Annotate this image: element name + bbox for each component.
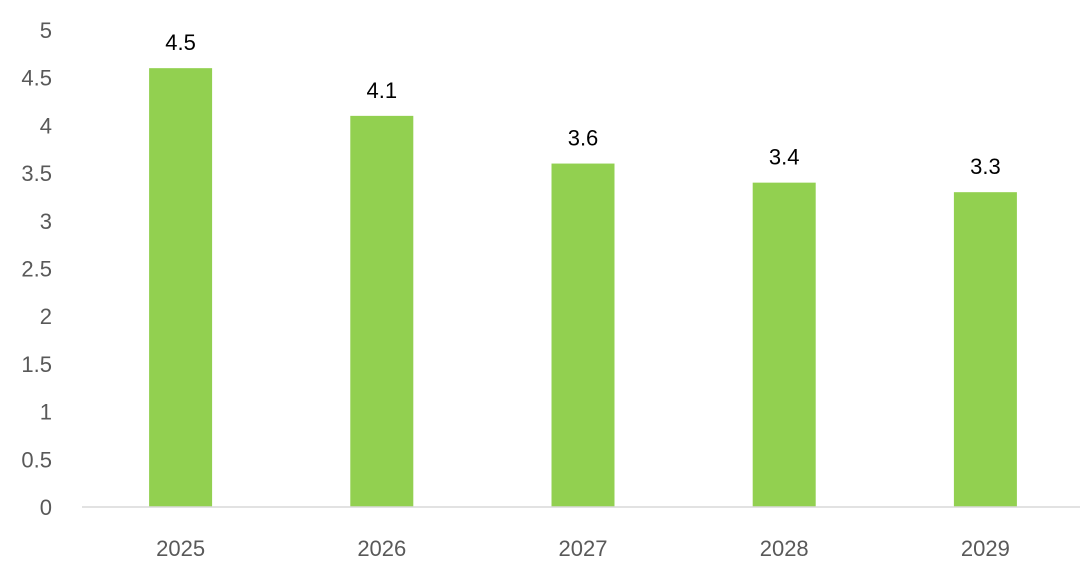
data-labels: 4.5 4.1 3.6 3.4 3.3: [165, 30, 1000, 179]
bar-2028: [752, 182, 816, 507]
bar-2029: [953, 192, 1017, 507]
y-tick-label: 2: [40, 304, 52, 329]
x-tick-label-2027: 2027: [559, 536, 608, 561]
x-axis-tick-labels: 2025 2026 2027 2028 2029: [156, 536, 1010, 561]
data-label-2028: 3.4: [769, 145, 800, 170]
y-tick-label: 5: [40, 18, 52, 43]
x-tick-label-2025: 2025: [156, 536, 205, 561]
data-label-2025: 4.5: [165, 30, 196, 55]
y-tick-label: 0: [40, 495, 52, 520]
y-tick-label: 1: [40, 400, 52, 425]
y-tick-label: 3.5: [21, 161, 52, 186]
y-tick-label: 3: [40, 209, 52, 234]
bar-2025: [149, 68, 213, 507]
y-axis-tick-labels: 0 0.5 1 1.5 2 2.5 3 3.5 4 4.5 5: [21, 18, 52, 520]
data-label-2029: 3.3: [970, 154, 1001, 179]
x-tick-label-2028: 2028: [760, 536, 809, 561]
y-tick-label: 0.5: [21, 447, 52, 472]
x-tick-label-2029: 2029: [961, 536, 1010, 561]
bar-series: [149, 68, 1017, 508]
data-label-2026: 4.1: [367, 78, 398, 103]
bar-2026: [350, 115, 414, 508]
data-label-2027: 3.6: [568, 126, 599, 151]
y-tick-label: 4.5: [21, 66, 52, 91]
bar-2027: [551, 163, 615, 507]
y-tick-label: 4: [40, 113, 52, 138]
y-tick-label: 2.5: [21, 257, 52, 282]
x-tick-label-2026: 2026: [357, 536, 406, 561]
y-tick-label: 1.5: [21, 352, 52, 377]
